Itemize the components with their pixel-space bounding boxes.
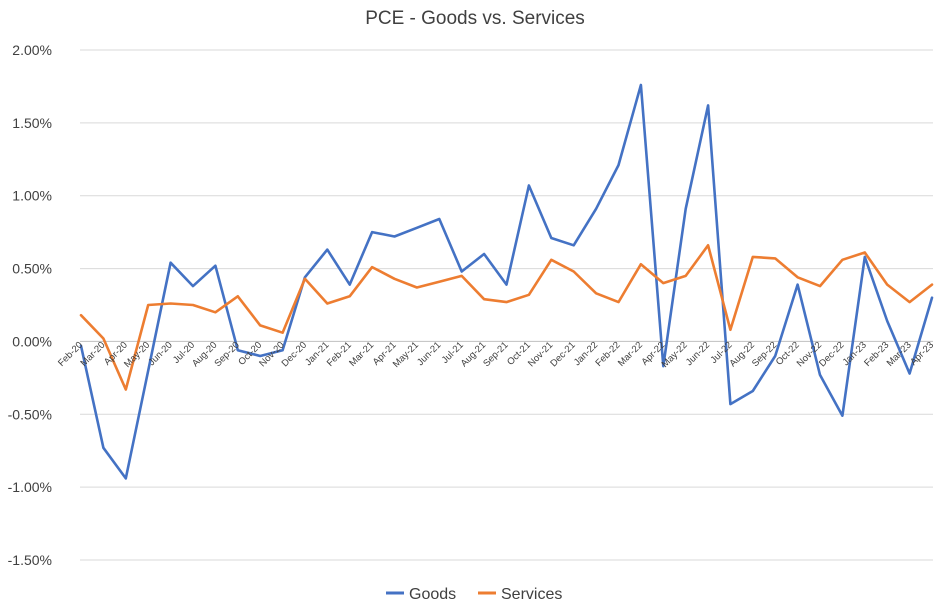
x-tick-label: Dec-22 bbox=[817, 340, 846, 369]
chart-title: PCE - Goods vs. Services bbox=[365, 8, 585, 29]
legend: Goods Services bbox=[386, 586, 562, 603]
y-axis-ticks: 2.00% 1.50% 1.00% 0.50% 0.00% -0.50% -1.00% -1.… bbox=[8, 42, 52, 568]
y-tick-label: -0.50% bbox=[8, 406, 52, 422]
y-tick-label: -1.00% bbox=[8, 479, 52, 495]
y-tick-label: 1.50% bbox=[12, 115, 52, 131]
series-line-services bbox=[79, 244, 934, 391]
x-tick-label: Mar-23 bbox=[885, 340, 914, 369]
y-tick-label: -1.50% bbox=[8, 552, 52, 568]
x-tick-label: Sep-20 bbox=[212, 340, 241, 369]
legend-label-services: Services bbox=[501, 586, 562, 603]
x-axis-ticks: Feb-20Mar-20Apr-20May-20Jun-20Jul-20Aug-… bbox=[56, 340, 936, 370]
x-tick-label: Jun-21 bbox=[415, 340, 443, 368]
y-tick-label: 2.00% bbox=[12, 42, 52, 58]
y-tick-label: 1.00% bbox=[12, 188, 52, 204]
x-tick-label: Mar-21 bbox=[347, 340, 376, 369]
legend-label-goods: Goods bbox=[409, 586, 456, 603]
series-lines bbox=[79, 83, 934, 480]
y-tick-label: 0.50% bbox=[12, 261, 52, 277]
x-tick-label: Mar-22 bbox=[616, 340, 645, 369]
gridlines bbox=[80, 49, 933, 561]
x-tick-label: Dec-21 bbox=[548, 340, 577, 369]
x-tick-label: Sep-21 bbox=[481, 340, 510, 369]
series-line-goods bbox=[79, 83, 934, 480]
x-tick-label: Jun-22 bbox=[684, 340, 712, 368]
x-tick-label: Apr-23 bbox=[908, 340, 936, 368]
y-tick-label: 0.00% bbox=[12, 333, 52, 349]
